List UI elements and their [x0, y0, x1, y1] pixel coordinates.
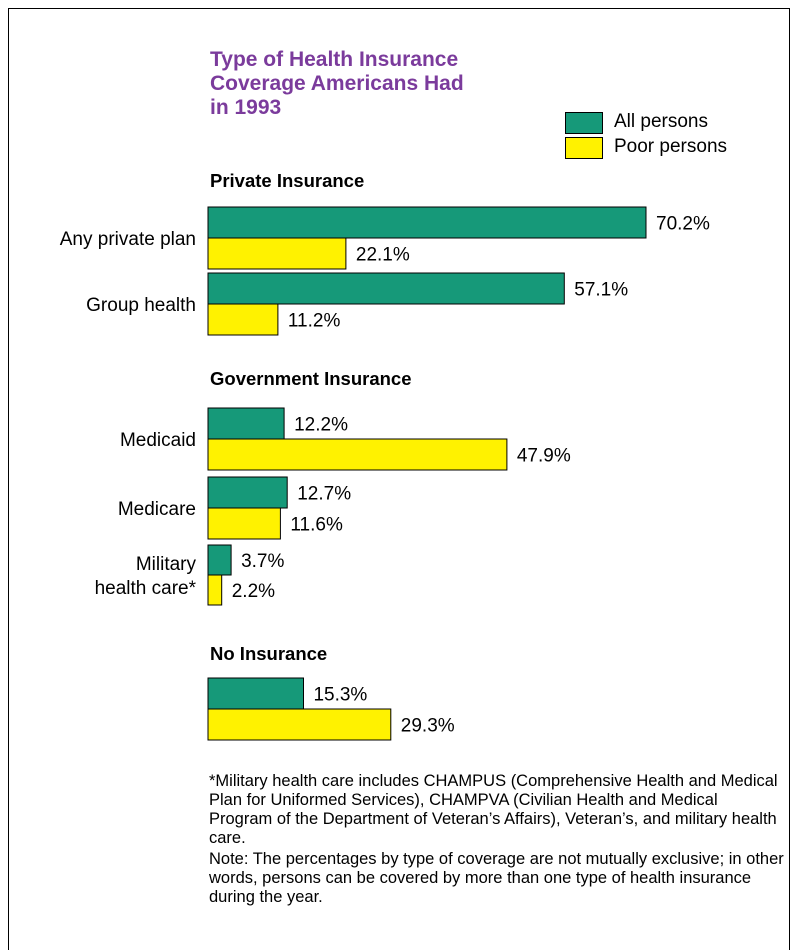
bar-group-health-poor-persons [207, 303, 279, 336]
bar-any-private-plan-all-persons [207, 206, 647, 239]
data-label-any-private-plan-poor-persons: 22.1% [356, 245, 410, 266]
category-label-medicare: Medicare [118, 499, 196, 520]
data-label-medicaid-all-persons: 12.2% [294, 415, 348, 436]
bar-any-private-plan-poor-persons [207, 237, 347, 270]
data-label-medicaid-poor-persons: 47.9% [517, 446, 571, 467]
bar-medicaid-all-persons [207, 407, 285, 440]
category-label-military-health-care: Military health care* [95, 554, 197, 599]
chart-title: Type of Health Insurance Coverage Americ… [210, 48, 464, 119]
group-heading-private-insurance: Private Insurance [210, 170, 364, 191]
category-label-medicaid: Medicaid [120, 430, 196, 451]
data-label-group-health-all-persons: 57.1% [574, 280, 628, 301]
data-label-medicare-all-persons: 12.7% [297, 484, 351, 505]
bar-group-health-all-persons [207, 272, 565, 305]
bar-military-health-care-poor-persons [207, 574, 223, 606]
category-label-any-private-plan: Any private plan [60, 229, 196, 250]
data-label-military-health-care-all-persons: 3.7% [241, 551, 284, 572]
legend-swatch-poor-persons [565, 137, 603, 159]
bar-no-insurance-poor-persons [207, 708, 392, 741]
legend-label-poor-persons: Poor persons [614, 136, 728, 157]
category-label-group-health: Group health [86, 295, 196, 316]
bar-medicaid-poor-persons [207, 438, 508, 471]
bar-medicare-poor-persons [207, 507, 281, 540]
footnote: *Military health care includes CHAMPUS (… [209, 772, 778, 847]
data-label-no-insurance-poor-persons: 29.3% [401, 716, 455, 737]
bar-no-insurance-all-persons [207, 677, 304, 710]
legend-label-all-persons: All persons [614, 111, 708, 132]
data-label-military-health-care-poor-persons: 2.2% [232, 581, 275, 602]
bar-medicare-all-persons [207, 476, 288, 509]
group-heading-no-insurance: No Insurance [210, 643, 327, 664]
data-label-medicare-poor-persons: 11.6% [290, 515, 343, 536]
bar-military-health-care-all-persons [207, 544, 232, 576]
data-label-no-insurance-all-persons: 15.3% [313, 685, 367, 706]
data-label-any-private-plan-all-persons: 70.2% [656, 214, 710, 235]
legend-swatch-all-persons [565, 112, 603, 134]
data-label-group-health-poor-persons: 11.2% [288, 311, 341, 332]
group-heading-government-insurance: Government Insurance [210, 368, 412, 389]
note: Note: The percentages by type of coverag… [209, 850, 784, 906]
